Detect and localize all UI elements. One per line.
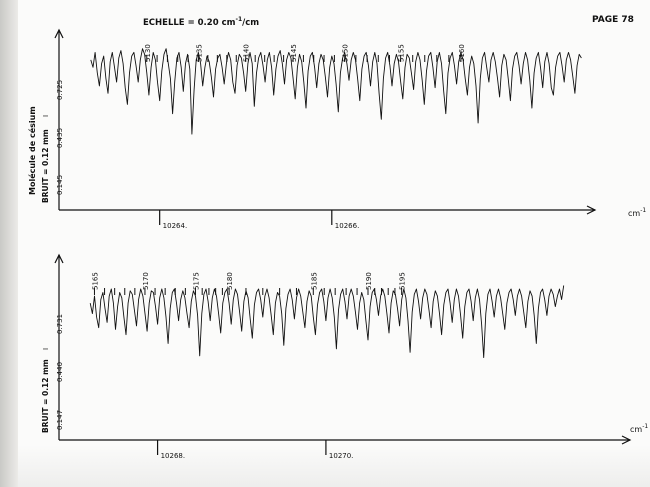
line-number-label: 5175 <box>192 272 200 290</box>
y-axis-arrow <box>54 28 64 39</box>
y-tick-label: 0.725 <box>56 80 64 100</box>
y-tick-label: 0.731 <box>56 314 64 334</box>
molecule-label: Molécule de césium <box>27 106 37 195</box>
line-number-label: 5170 <box>142 272 150 290</box>
spectrum-trace <box>89 285 565 359</box>
scan-margin <box>0 0 18 487</box>
page-number: PAGE 78 <box>592 15 634 25</box>
line-number-label: 5195 <box>399 272 407 290</box>
x-axis-arrow <box>621 435 632 445</box>
line-number-label: 5180 <box>226 272 234 290</box>
scale-label-tail: /cm <box>242 18 259 28</box>
line-number-label: 5160 <box>458 44 466 62</box>
x-unit-main: cm <box>630 425 642 434</box>
line-number-label: 5150 <box>342 44 350 62</box>
line-number-label: 5135 <box>195 44 203 62</box>
y-axis-arrow <box>54 253 64 264</box>
line-number-label: 5145 <box>290 44 298 62</box>
x-unit-sup: -1 <box>642 423 648 430</box>
scan-shadow <box>18 445 650 487</box>
y-tick-label: 0.435 <box>56 128 64 148</box>
x-unit-sup: -1 <box>640 207 646 214</box>
scale-label-sup: -1 <box>235 16 242 23</box>
y-tick-label: 0.145 <box>56 175 64 195</box>
line-number-label: 5155 <box>398 44 406 62</box>
x-unit-label: cm-1 <box>630 423 648 434</box>
y-marker: I <box>42 348 50 350</box>
line-number-label: 5140 <box>243 44 251 62</box>
x-tick-label: 10264. <box>163 222 188 230</box>
noise-label: BRUIT = 0.12 mm <box>41 359 50 433</box>
top-panel: cm-1 10264. 10266. 0.145 0.435 0.725 I BRUIT = … <box>41 28 646 230</box>
x-unit-label: cm-1 <box>628 207 646 218</box>
y-tick-label: 0.147 <box>56 410 64 430</box>
line-number-label: 5190 <box>365 272 373 290</box>
x-unit-main: cm <box>628 209 640 218</box>
noise-label: BRUIT = 0.12 mm <box>41 129 50 203</box>
x-tick-label: 10266. <box>335 222 360 230</box>
scale-label: ECHELLE = 0.20 cm-1/cm <box>143 16 259 28</box>
y-tick-label: 0.440 <box>56 362 64 382</box>
x-tick-label: 10268. <box>161 452 186 460</box>
bottom-panel: cm-1 10268. 10270. 0.147 0.440 0.731 I BRUIT = … <box>41 253 648 460</box>
line-number-label: 5185 <box>310 272 318 290</box>
scale-label-main: ECHELLE = 0.20 cm <box>143 18 236 28</box>
x-tick-label: 10270. <box>329 452 354 460</box>
line-number-label: 5165 <box>91 272 99 290</box>
spectrum-trace <box>90 48 582 135</box>
y-marker: I <box>42 115 50 117</box>
x-axis-arrow <box>586 205 597 215</box>
line-number-label: 5130 <box>144 44 152 62</box>
